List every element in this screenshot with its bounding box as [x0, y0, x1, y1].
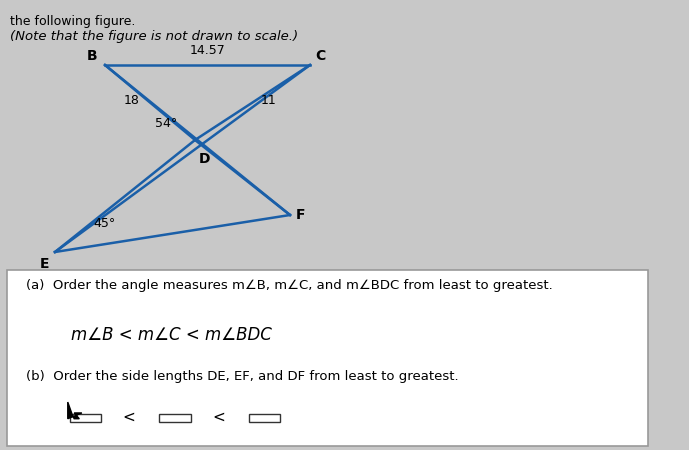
Polygon shape — [68, 402, 82, 419]
Text: (a)  Order the angle measures m∠B, m∠C, and m∠BDC from least to greatest.: (a) Order the angle measures m∠B, m∠C, a… — [26, 279, 553, 292]
Text: (b)  Order the side lengths DE, EF, and DF from least to greatest.: (b) Order the side lengths DE, EF, and D… — [26, 370, 459, 383]
Text: <: < — [122, 410, 135, 424]
FancyBboxPatch shape — [159, 414, 191, 422]
Text: C: C — [315, 49, 325, 63]
Text: D: D — [199, 152, 211, 166]
Text: B: B — [86, 49, 97, 63]
FancyBboxPatch shape — [249, 414, 280, 422]
Text: the following figure.: the following figure. — [10, 15, 135, 28]
Text: 54°: 54° — [155, 117, 177, 130]
Text: F: F — [296, 208, 305, 222]
Text: 11: 11 — [260, 94, 276, 107]
Text: E: E — [39, 257, 49, 271]
Text: <: < — [212, 410, 225, 424]
Text: m∠B < m∠C < m∠BDC: m∠B < m∠C < m∠BDC — [71, 326, 272, 344]
FancyBboxPatch shape — [70, 414, 101, 422]
Text: 14.57: 14.57 — [189, 44, 225, 57]
FancyBboxPatch shape — [7, 270, 648, 446]
Text: 18: 18 — [124, 94, 140, 107]
Text: (Note that the figure is not drawn to scale.): (Note that the figure is not drawn to sc… — [10, 30, 298, 43]
Text: 45°: 45° — [93, 217, 115, 230]
